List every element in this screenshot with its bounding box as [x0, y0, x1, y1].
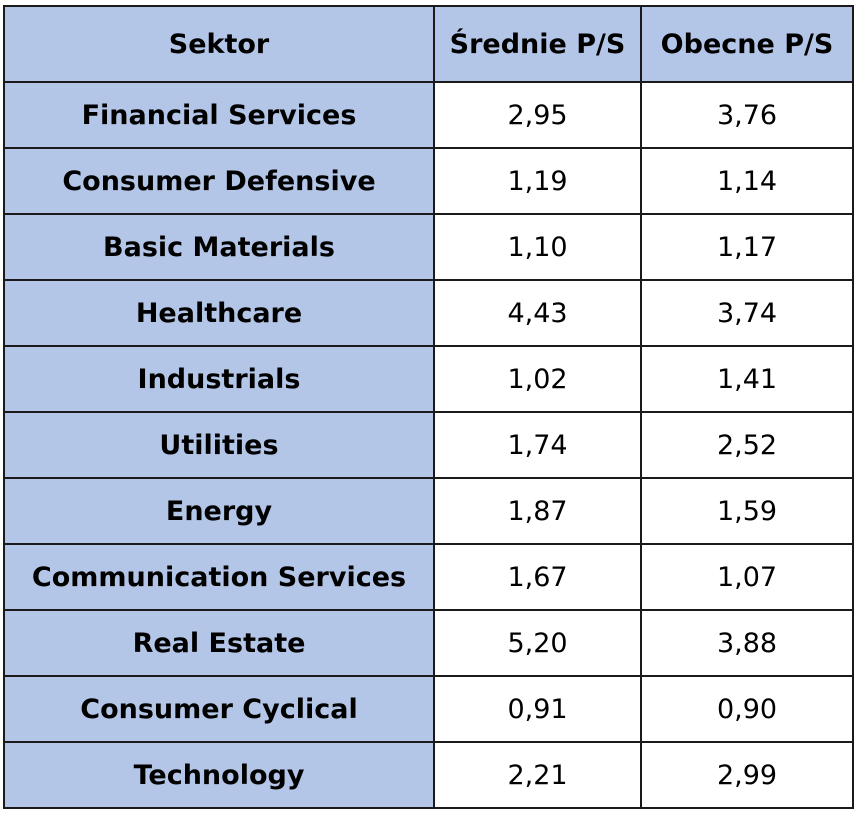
sector-name-cell: Real Estate	[3, 609, 435, 677]
average-ps-cell: 0,91	[433, 675, 642, 743]
current-ps-cell: 1,07	[640, 543, 854, 611]
average-ps-cell: 1,74	[433, 411, 642, 479]
sector-name-cell: Communication Services	[3, 543, 435, 611]
sector-name-cell: Energy	[3, 477, 435, 545]
table-row: Real Estate 5,20 3,88	[3, 609, 854, 677]
table-row: Communication Services 1,67 1,07	[3, 543, 854, 611]
current-ps-cell: 3,74	[640, 279, 854, 347]
average-ps-cell: 1,02	[433, 345, 642, 413]
table-row: Financial Services 2,95 3,76	[3, 81, 854, 149]
header-row: Sektor Średnie P/S Obecne P/S	[3, 5, 854, 83]
current-ps-cell: 1,14	[640, 147, 854, 215]
current-ps-cell: 1,59	[640, 477, 854, 545]
table-row: Energy 1,87 1,59	[3, 477, 854, 545]
table-row: Consumer Cyclical 0,91 0,90	[3, 675, 854, 743]
header-sector: Sektor	[3, 5, 435, 83]
ps-ratio-table-container: Sektor Średnie P/S Obecne P/S Financial …	[3, 5, 854, 809]
header-current-ps: Obecne P/S	[640, 5, 854, 83]
sector-name-cell: Industrials	[3, 345, 435, 413]
current-ps-cell: 1,17	[640, 213, 854, 281]
header-average-ps: Średnie P/S	[433, 5, 642, 83]
average-ps-cell: 5,20	[433, 609, 642, 677]
table-row: Basic Materials 1,10 1,17	[3, 213, 854, 281]
table-row: Utilities 1,74 2,52	[3, 411, 854, 479]
sector-name-cell: Consumer Defensive	[3, 147, 435, 215]
average-ps-cell: 1,19	[433, 147, 642, 215]
sector-name-cell: Consumer Cyclical	[3, 675, 435, 743]
current-ps-cell: 3,76	[640, 81, 854, 149]
current-ps-cell: 2,52	[640, 411, 854, 479]
sector-name-cell: Healthcare	[3, 279, 435, 347]
sector-name-cell: Technology	[3, 741, 435, 809]
sector-name-cell: Utilities	[3, 411, 435, 479]
average-ps-cell: 1,87	[433, 477, 642, 545]
average-ps-cell: 1,10	[433, 213, 642, 281]
current-ps-cell: 2,99	[640, 741, 854, 809]
sector-name-cell: Basic Materials	[3, 213, 435, 281]
table-row: Technology 2,21 2,99	[3, 741, 854, 809]
current-ps-cell: 1,41	[640, 345, 854, 413]
current-ps-cell: 3,88	[640, 609, 854, 677]
average-ps-cell: 2,95	[433, 81, 642, 149]
average-ps-cell: 2,21	[433, 741, 642, 809]
sector-name-cell: Financial Services	[3, 81, 435, 149]
average-ps-cell: 4,43	[433, 279, 642, 347]
ps-ratio-table: Sektor Średnie P/S Obecne P/S Financial …	[3, 5, 854, 809]
table-row: Consumer Defensive 1,19 1,14	[3, 147, 854, 215]
current-ps-cell: 0,90	[640, 675, 854, 743]
table-row: Healthcare 4,43 3,74	[3, 279, 854, 347]
table-body: Financial Services 2,95 3,76 Consumer Defen…	[3, 81, 854, 809]
table-row: Industrials 1,02 1,41	[3, 345, 854, 413]
average-ps-cell: 1,67	[433, 543, 642, 611]
